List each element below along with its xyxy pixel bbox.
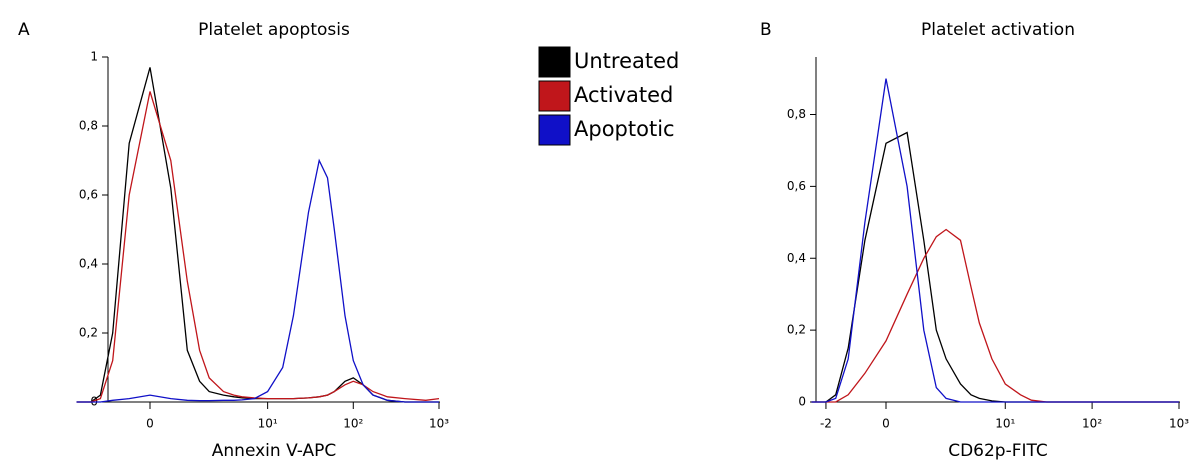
legend-swatch xyxy=(538,114,571,146)
legend-label: Activated xyxy=(574,83,673,107)
x-axis-label: Annexin V-APC xyxy=(212,441,336,461)
histogram-line xyxy=(76,158,439,403)
y-tick-label: 0,6 xyxy=(79,188,98,202)
y-tick-label: 0,2 xyxy=(787,323,806,337)
x-tick-label: 10¹ xyxy=(995,417,1015,431)
x-tick-label: 10³ xyxy=(1169,417,1189,431)
histogram-line xyxy=(811,78,1179,403)
histogram-line xyxy=(811,131,1179,403)
x-tick-label: 10¹ xyxy=(258,417,278,431)
panel-label: B xyxy=(760,20,772,40)
legend-label: Untreated xyxy=(574,49,679,73)
legend-swatch xyxy=(538,46,571,78)
y-tick-label: 0 xyxy=(798,395,806,409)
y-tick-label: 0,8 xyxy=(787,107,806,121)
chart-title: Platelet activation xyxy=(921,20,1075,40)
y-tick-label: 0,6 xyxy=(787,179,806,193)
x-tick-label: -2 xyxy=(820,417,832,431)
histogram-line xyxy=(76,91,440,403)
histogram-line xyxy=(811,228,1179,403)
panel-label: A xyxy=(18,20,30,40)
legend-label: Apoptotic xyxy=(574,117,675,141)
y-tick-label: 0,8 xyxy=(79,119,98,133)
y-tick-label: 0,4 xyxy=(787,251,806,265)
x-tick-label: 10² xyxy=(1082,417,1102,431)
x-tick-label: 0 xyxy=(882,417,890,431)
y-tick-label: 0,2 xyxy=(79,326,98,340)
y-tick-label: 0,4 xyxy=(79,257,98,271)
x-axis-label: CD62p-FITC xyxy=(948,441,1048,461)
x-tick-label: 10² xyxy=(343,417,363,431)
legend-swatch xyxy=(538,80,571,112)
x-tick-label: 10³ xyxy=(429,417,449,431)
y-tick-label: 1 xyxy=(90,50,98,64)
x-tick-label: 0 xyxy=(146,417,154,431)
chart-title: Platelet apoptosis xyxy=(198,20,350,40)
histogram-line xyxy=(76,67,439,403)
